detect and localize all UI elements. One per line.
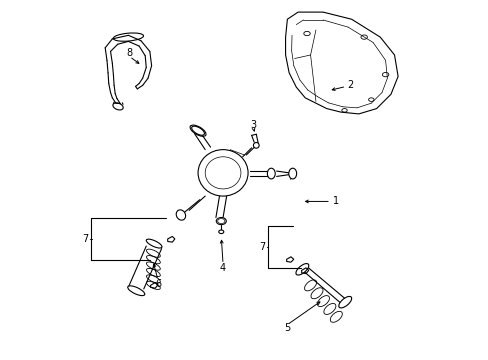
Text: 6: 6 — [155, 279, 161, 289]
Text: 7: 7 — [259, 242, 264, 252]
Ellipse shape — [253, 143, 259, 148]
Ellipse shape — [191, 126, 204, 135]
Ellipse shape — [216, 217, 226, 225]
Ellipse shape — [176, 210, 185, 220]
Ellipse shape — [338, 296, 351, 308]
Ellipse shape — [218, 230, 224, 234]
Text: 4: 4 — [220, 262, 225, 273]
Ellipse shape — [127, 286, 144, 296]
Text: 7: 7 — [81, 234, 88, 244]
Text: 5: 5 — [284, 323, 290, 333]
Ellipse shape — [267, 168, 275, 179]
Text: 1: 1 — [332, 197, 338, 206]
Ellipse shape — [146, 239, 162, 248]
Ellipse shape — [198, 150, 247, 196]
Text: 8: 8 — [126, 48, 132, 58]
Ellipse shape — [295, 264, 308, 275]
Text: 2: 2 — [346, 80, 352, 90]
Ellipse shape — [217, 219, 224, 224]
Text: 3: 3 — [250, 120, 256, 130]
Ellipse shape — [205, 157, 241, 189]
Ellipse shape — [288, 168, 296, 179]
Polygon shape — [285, 12, 397, 114]
